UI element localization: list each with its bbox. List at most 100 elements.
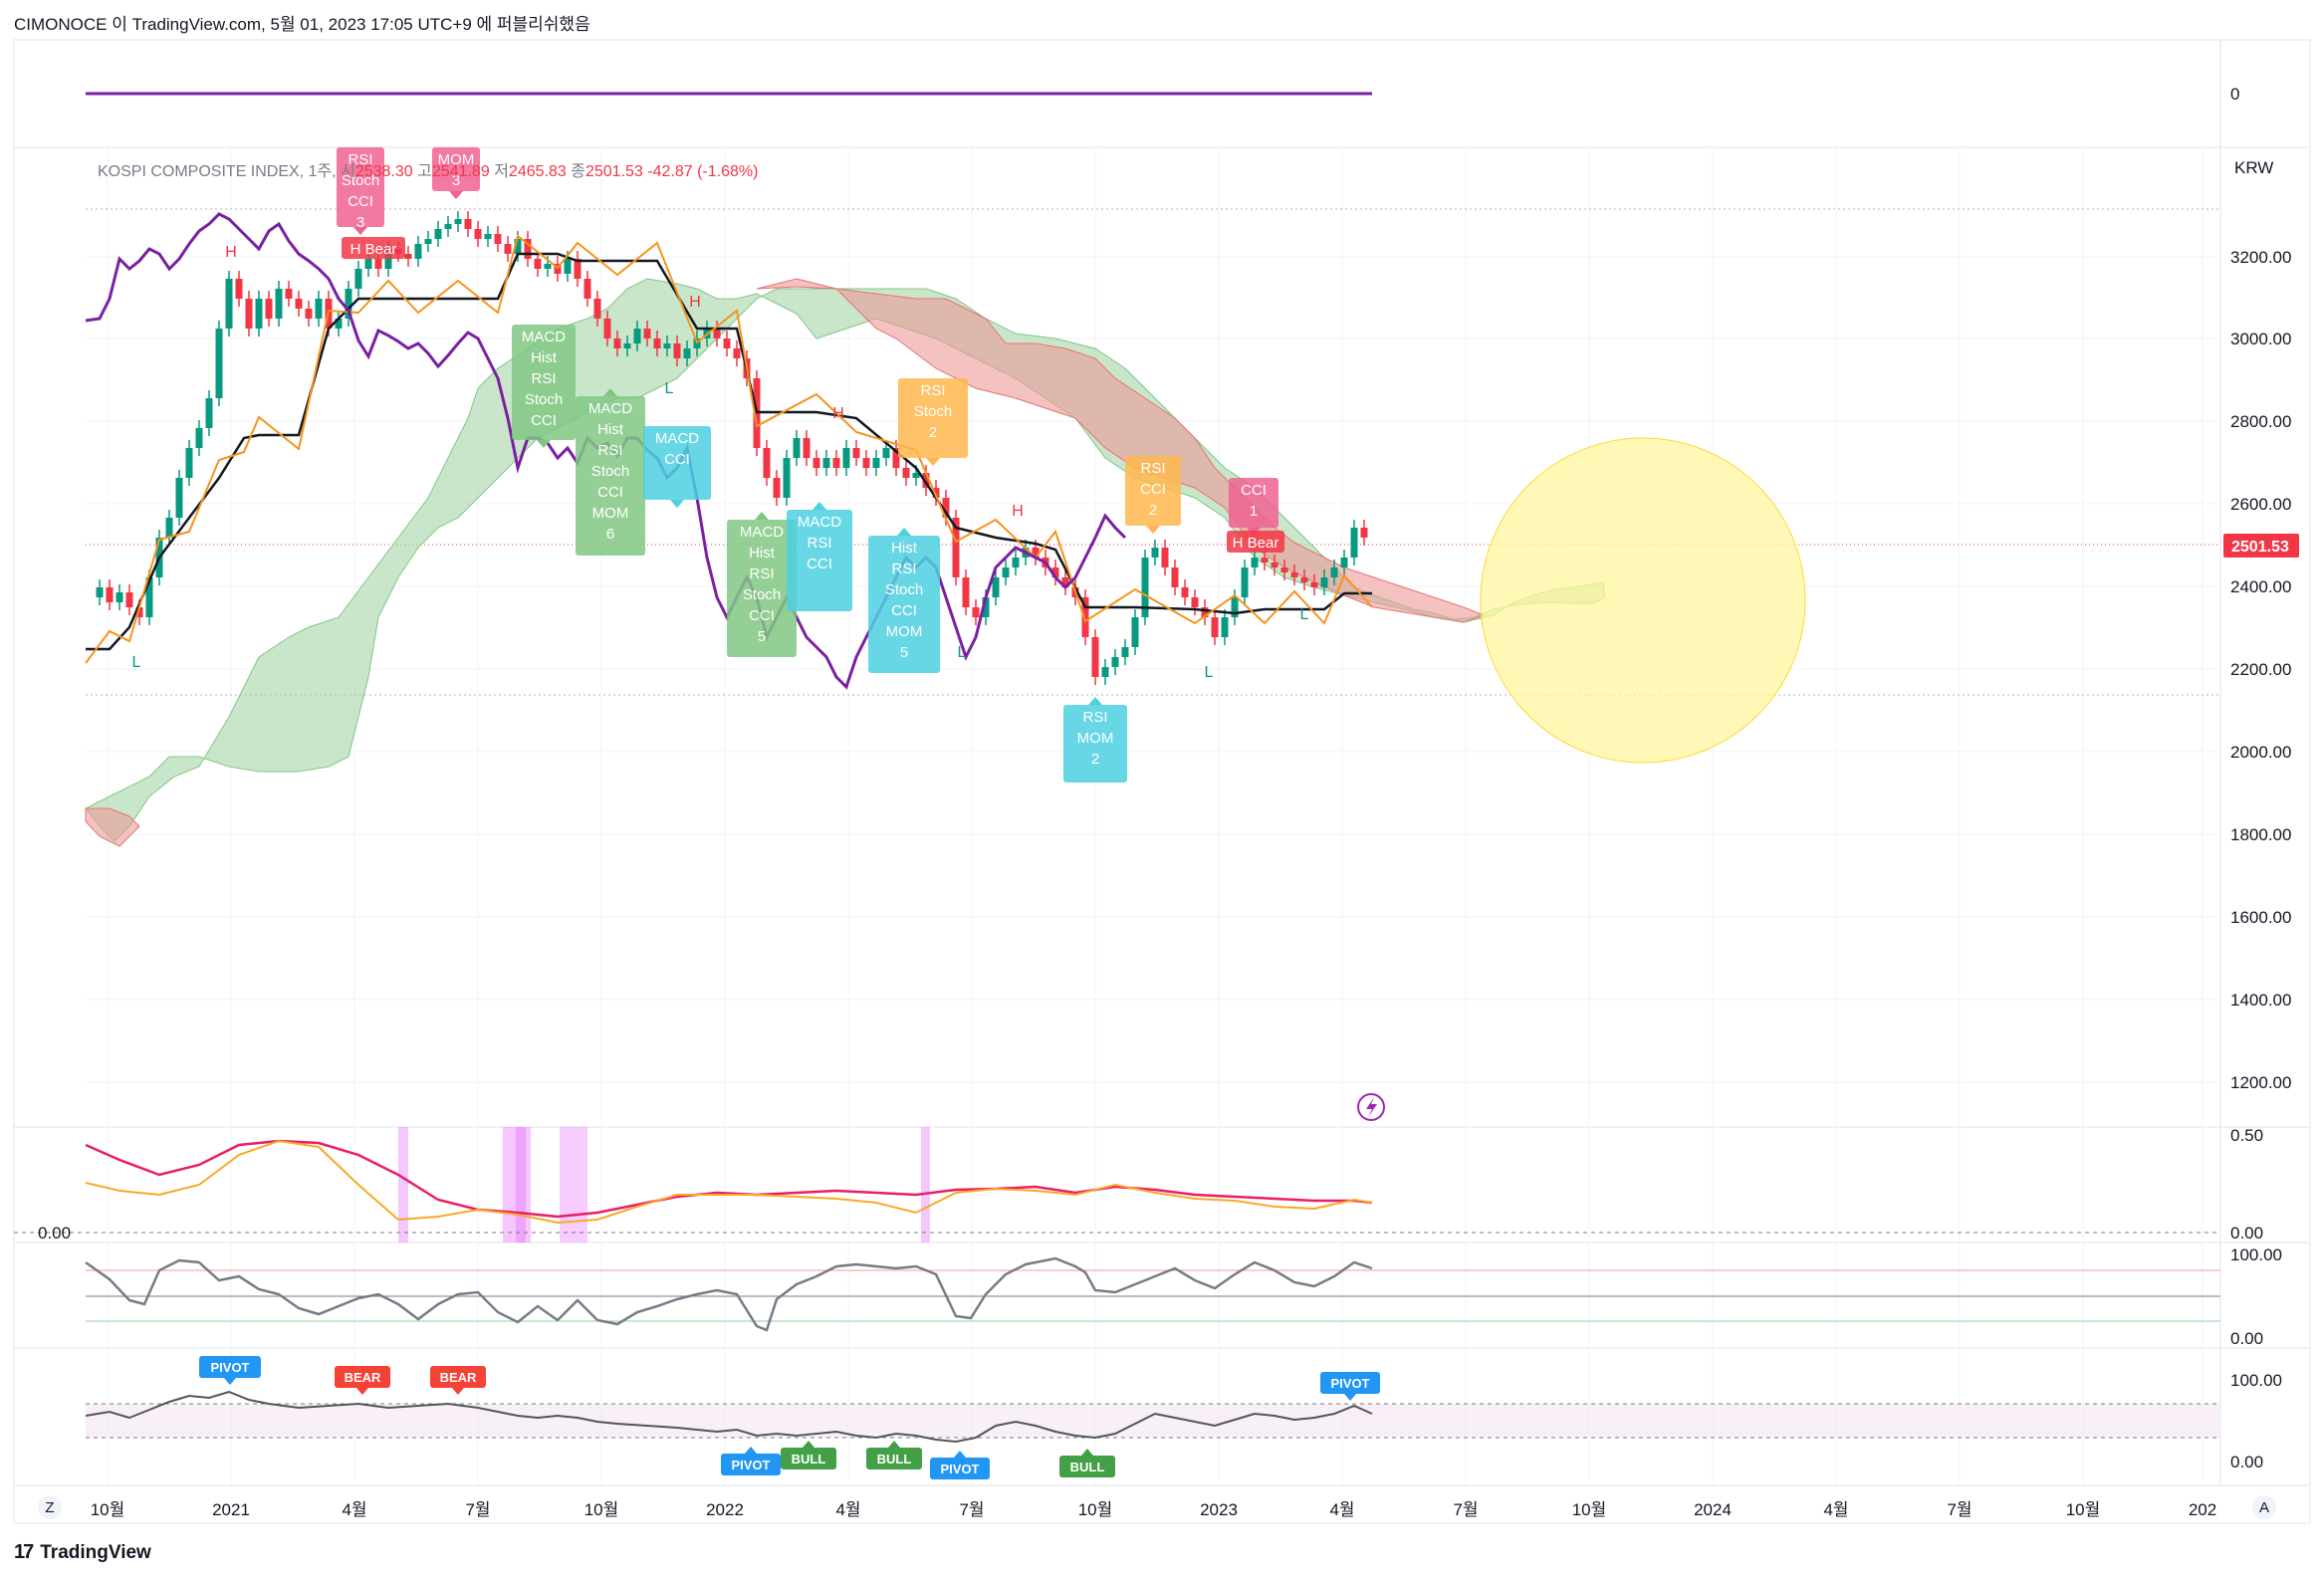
candle-body	[972, 607, 980, 617]
candle-body	[335, 319, 343, 329]
time-tick-label: 10월	[91, 1500, 125, 1519]
lightning-icon[interactable]	[1357, 1093, 1385, 1121]
symbol-legend[interactable]: KOSPI COMPOSITE INDEX, 1주, 시2538.30 고254…	[98, 157, 758, 181]
candle-body	[1121, 647, 1129, 657]
candle-body	[593, 299, 601, 319]
legend-change: -42.87 (-1.68%)	[647, 163, 759, 180]
candle-body	[1111, 657, 1119, 667]
candle-body	[1271, 563, 1278, 567]
candle-body	[434, 229, 442, 239]
candle-body	[514, 239, 522, 254]
candle-body	[195, 428, 203, 448]
legend-high: 2541.89	[431, 163, 490, 180]
price-candles	[96, 211, 1368, 685]
candle-body	[842, 448, 850, 468]
time-tick-label: 202	[2189, 1500, 2216, 1519]
signal-tags: RSI Stoch CCI 3 MOM 3 H Bear MACD Hist RSI Stoch CC…	[337, 147, 1284, 783]
svg-text:MACD: MACD	[798, 514, 841, 531]
pivot-tag: BULL	[1059, 1449, 1115, 1477]
svg-text:CCI: CCI	[597, 484, 623, 501]
candle-body	[613, 339, 621, 348]
candle-body	[504, 244, 512, 254]
signal-tag: H Bear	[342, 237, 405, 259]
candle-body	[882, 448, 890, 458]
svg-text:BULL: BULL	[1070, 1460, 1105, 1474]
candle-body	[723, 339, 731, 348]
highlight-circle	[1480, 437, 1806, 764]
candle-body	[1350, 528, 1358, 558]
time-tick-label: 10월	[584, 1500, 619, 1519]
svg-text:2: 2	[1091, 751, 1099, 768]
svg-text:MACD: MACD	[522, 329, 566, 345]
candle-body	[106, 587, 114, 602]
hl-mark: L	[132, 654, 141, 671]
signal-tag: H Bear	[1227, 531, 1284, 553]
candle-body	[1231, 597, 1239, 617]
candle-body	[603, 319, 611, 339]
candle-body	[1181, 587, 1189, 597]
signal-tag: MACD RSI CCI	[787, 502, 852, 611]
pivot-tag: PIVOT	[721, 1447, 781, 1475]
candle-body	[1251, 558, 1259, 567]
candle-body	[653, 339, 661, 348]
candle-body	[564, 259, 572, 274]
time-tick-label: 7월	[1947, 1500, 1972, 1519]
time-tick-label: 4월	[1823, 1500, 1848, 1519]
candle-body	[125, 592, 133, 607]
candle-body	[354, 269, 362, 289]
legend-low-label: 저	[494, 163, 509, 180]
svg-text:Hist: Hist	[531, 349, 558, 366]
pivot-tag: PIVOT	[1320, 1372, 1380, 1401]
candle-body	[783, 458, 791, 498]
candle-body	[932, 488, 940, 498]
candle-body	[872, 458, 880, 468]
price-tick-label: 3000.00	[2230, 330, 2291, 348]
svg-text:RSI: RSI	[891, 561, 916, 577]
time-axis[interactable]: 10월 2021 4월 7월 10월 2022 4월 7월 10월 2023 4월 7월 10월 2024…	[91, 1500, 2216, 1519]
svg-text:H Bear: H Bear	[1233, 535, 1279, 552]
svg-text:CCI: CCI	[531, 412, 557, 429]
candle-body	[1191, 597, 1199, 607]
candle-body	[484, 234, 492, 239]
price-tick-label: 2600.00	[2230, 495, 2291, 514]
time-tick-label: 2021	[212, 1500, 250, 1519]
svg-text:Hist: Hist	[749, 545, 776, 562]
svg-text:Stoch: Stoch	[743, 586, 781, 603]
svg-text:5: 5	[900, 644, 908, 661]
candle-body	[673, 343, 681, 358]
svg-text:2: 2	[1149, 502, 1157, 519]
candle-body	[474, 229, 482, 239]
svg-text:1: 1	[1250, 503, 1258, 520]
svg-text:PIVOT: PIVOT	[210, 1360, 249, 1375]
candle-body	[175, 478, 183, 518]
candle-body	[1012, 558, 1020, 567]
svg-text:RSI: RSI	[1082, 709, 1107, 726]
svg-text:RSI: RSI	[531, 370, 556, 387]
candle-body	[643, 329, 651, 339]
timezone-button[interactable]: Z	[38, 1495, 62, 1519]
candle-body	[285, 289, 293, 299]
svg-text:PIVOT: PIVOT	[731, 1458, 770, 1472]
candle-body	[1091, 637, 1099, 677]
signal-tag: MOM 3	[432, 147, 480, 199]
candle-body	[414, 244, 422, 259]
signal-tag: CCI 1	[1229, 478, 1278, 536]
auto-scale-button[interactable]: A	[2252, 1495, 2276, 1519]
candle-body	[1261, 558, 1269, 563]
osc3-right-bottom: 0.00	[2230, 1453, 2263, 1471]
price-axis[interactable]: 3200.00 3000.00 2800.00 2600.00 2400.00 2200.…	[2230, 248, 2291, 1092]
candle-body	[982, 597, 990, 617]
osc2-right-bottom: 0.00	[2230, 1329, 2263, 1348]
svg-text:BEAR: BEAR	[345, 1370, 381, 1385]
hl-mark: H	[1012, 503, 1024, 520]
tradingview-logo[interactable]: 17 TradingView	[14, 1541, 151, 1564]
candle-body	[424, 239, 432, 244]
candle-body	[295, 299, 303, 309]
candle-body	[803, 438, 811, 458]
hl-mark: H	[832, 405, 844, 422]
svg-text:3: 3	[356, 214, 364, 231]
candle-body	[524, 239, 532, 259]
candle-body	[464, 219, 472, 229]
legend-close-label: 종	[571, 163, 585, 180]
